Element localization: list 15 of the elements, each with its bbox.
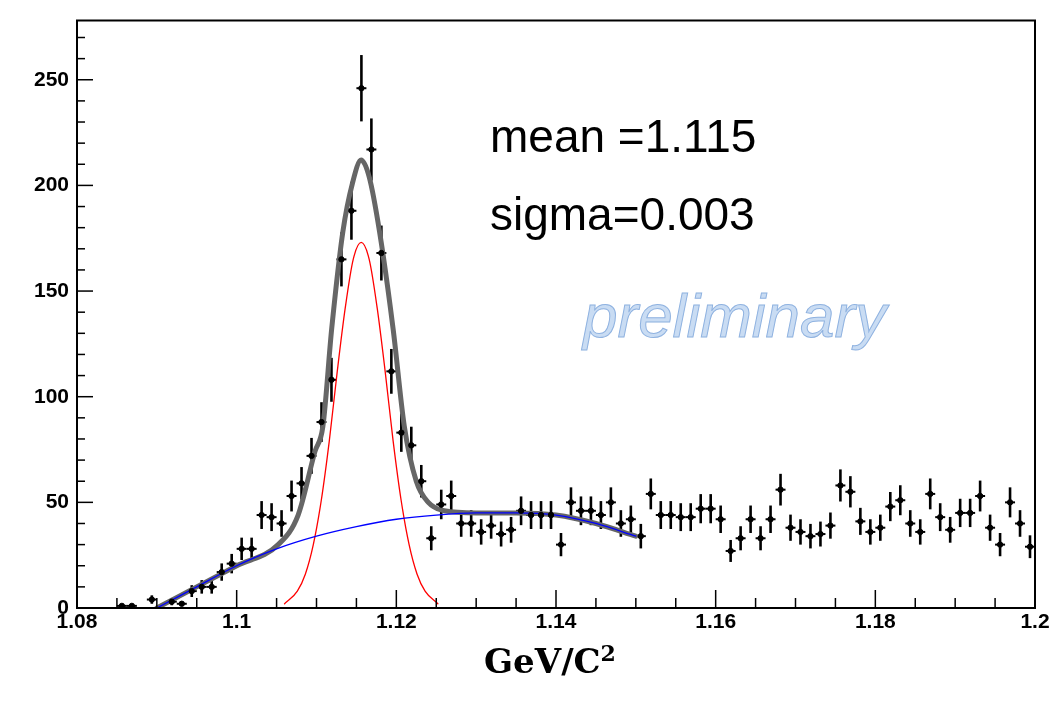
x-tick-label: 1.18 <box>854 609 897 633</box>
x-tick-label: 1.14 <box>535 609 577 633</box>
x-tick-label: 1.12 <box>375 609 417 633</box>
annotation: preliminary <box>581 281 891 350</box>
y-tick-label: 250 <box>33 66 69 90</box>
x-tick-label: 1.1 <box>222 609 252 633</box>
x-tick-label: 1.2 <box>1020 609 1050 633</box>
annotation: mean =1.115 <box>490 110 757 162</box>
y-tick-label: 200 <box>33 172 69 196</box>
y-tick-label: 100 <box>33 383 69 407</box>
x-axis-title: GeV/C$^{2}$ <box>483 640 617 682</box>
annotation: sigma=0.003 <box>490 188 755 240</box>
y-tick-label: 50 <box>45 489 69 513</box>
x-tick-label: 1.16 <box>695 609 737 633</box>
y-tick-label: 150 <box>33 277 69 301</box>
